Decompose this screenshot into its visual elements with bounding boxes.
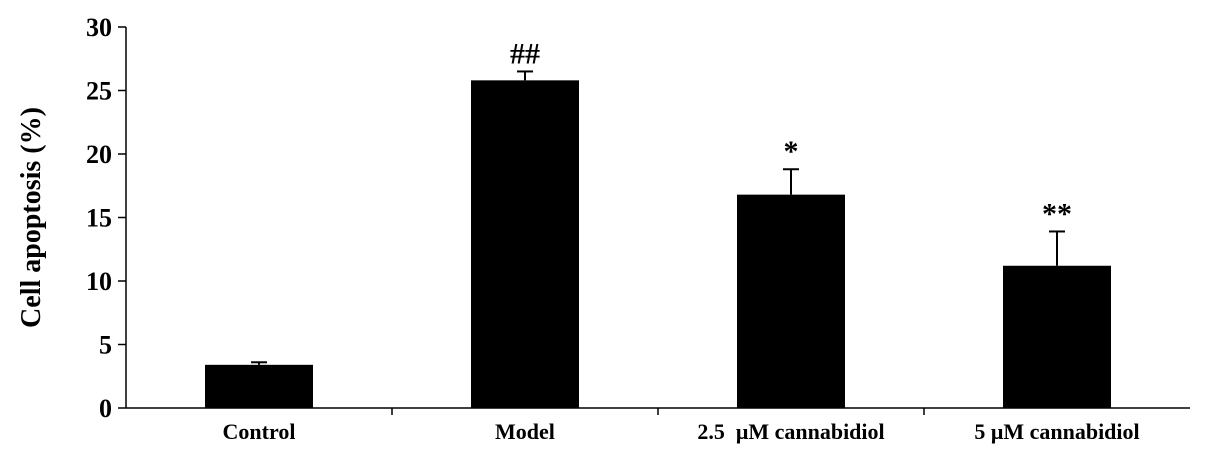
- y-axis-title: Cell apoptosis (%): [16, 107, 47, 328]
- bars: [205, 80, 1111, 408]
- significance-mark: ##: [510, 37, 540, 70]
- bar: [205, 364, 313, 408]
- y-tick-label: 25: [86, 77, 112, 106]
- y-tick-label: 10: [86, 267, 112, 296]
- significance-mark: **: [1042, 197, 1072, 230]
- category-labels: Control Model 2.5 μM cannabidiol 5 μM canna…: [223, 419, 1140, 444]
- y-axis-ticks: 0 5 10 15 20 25 30: [86, 13, 925, 423]
- category-label: 5 μM cannabidiol: [974, 419, 1139, 444]
- y-tick-label: 30: [86, 13, 112, 42]
- y-tick-label: 15: [86, 204, 112, 233]
- bar: [737, 194, 845, 408]
- y-tick-label: 0: [99, 394, 112, 423]
- error-bars: [251, 70, 1065, 365]
- category-label: Control: [223, 419, 296, 444]
- y-tick-label: 5: [99, 331, 112, 360]
- category-label: Model: [495, 419, 555, 444]
- bar: [471, 80, 579, 408]
- significance-mark: *: [784, 135, 799, 168]
- category-label: 2.5 μM cannabidiol: [697, 419, 884, 444]
- y-tick-label: 20: [86, 140, 112, 169]
- significance-annotations: ##***: [510, 37, 1072, 230]
- bar: [1003, 265, 1111, 408]
